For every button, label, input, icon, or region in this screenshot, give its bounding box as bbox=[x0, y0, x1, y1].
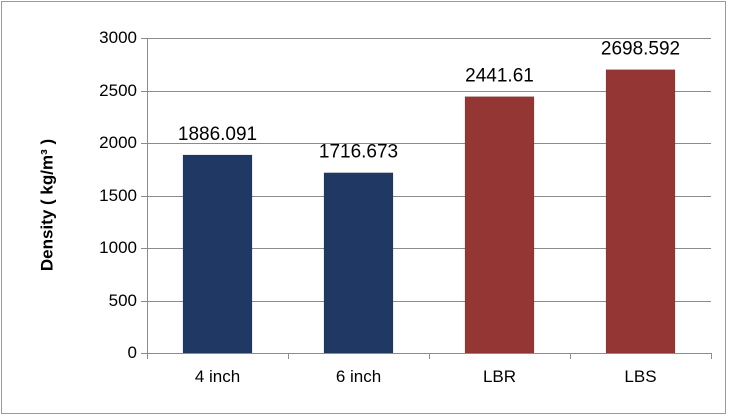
data-label: 2441.61 bbox=[465, 66, 534, 87]
bar bbox=[464, 96, 535, 354]
x-tick-labels: 4 inch 6 inch LBR LBS bbox=[195, 367, 657, 386]
data-label: 1886.091 bbox=[178, 124, 257, 145]
y-tick-label: 0 bbox=[128, 343, 137, 362]
data-label: 2698.592 bbox=[601, 39, 680, 60]
data-labels: 1886.091 1716.673 2441.61 2698.592 bbox=[178, 39, 680, 163]
y-tick-label: 2000 bbox=[99, 133, 137, 152]
x-tick-label: 6 inch bbox=[336, 367, 381, 386]
y-axis-label: Density ( kg/m³ ) bbox=[37, 139, 56, 271]
y-tick-label: 1500 bbox=[99, 186, 137, 205]
bars bbox=[182, 69, 676, 354]
y-tick-labels: 0 500 1000 1500 2000 2500 3000 bbox=[99, 28, 137, 362]
bar bbox=[323, 172, 394, 354]
x-tick-label: LBR bbox=[483, 367, 516, 386]
y-tick-label: 3000 bbox=[99, 28, 137, 47]
data-label: 1716.673 bbox=[319, 142, 398, 163]
y-tick-label: 2500 bbox=[99, 81, 137, 100]
bar bbox=[182, 154, 253, 354]
y-tick-label: 500 bbox=[109, 291, 137, 310]
y-tick-label: 1000 bbox=[99, 238, 137, 257]
x-tick-label: LBS bbox=[624, 367, 656, 386]
axes bbox=[141, 38, 712, 359]
bar bbox=[605, 69, 676, 354]
x-tick-label: 4 inch bbox=[195, 367, 240, 386]
